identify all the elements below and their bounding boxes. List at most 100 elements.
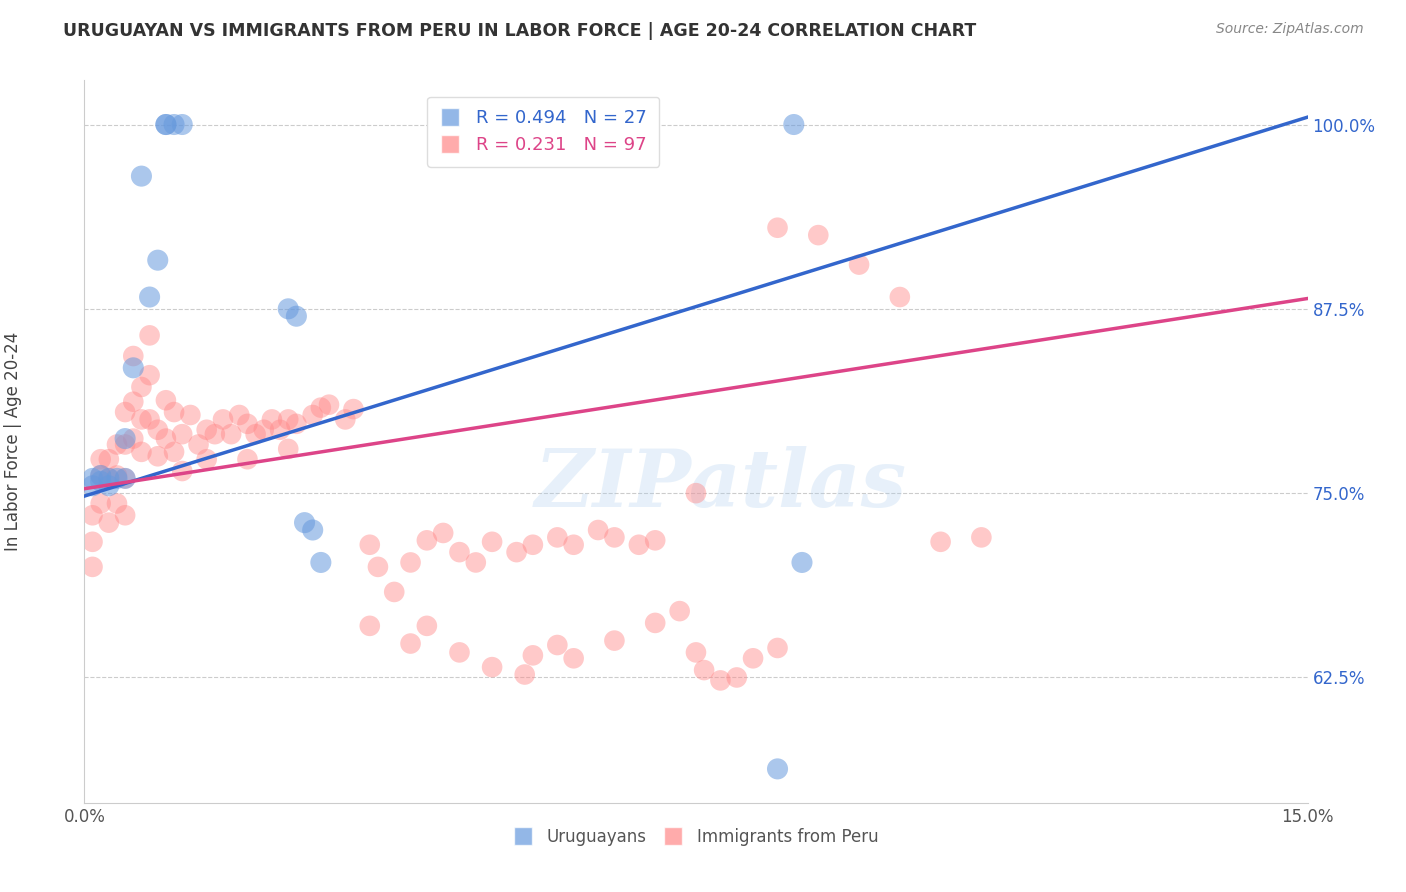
- Point: [122, 360, 145, 375]
- Point: [138, 328, 160, 343]
- Point: [187, 437, 209, 451]
- Text: URUGUAYAN VS IMMIGRANTS FROM PERU IN LABOR FORCE | AGE 20-24 CORRELATION CHART: URUGUAYAN VS IMMIGRANTS FROM PERU IN LAB…: [63, 22, 977, 40]
- Point: [766, 220, 789, 235]
- Point: [131, 380, 153, 394]
- Point: [481, 534, 503, 549]
- Point: [513, 667, 536, 681]
- Point: [253, 423, 276, 437]
- Point: [228, 408, 250, 422]
- Point: [212, 412, 235, 426]
- Point: [359, 538, 381, 552]
- Point: [131, 445, 153, 459]
- Point: [131, 412, 153, 426]
- Point: [522, 118, 544, 132]
- Point: [277, 412, 299, 426]
- Point: [97, 471, 120, 485]
- Point: [195, 452, 218, 467]
- Point: [449, 545, 471, 559]
- Point: [627, 538, 650, 552]
- Point: [90, 475, 112, 489]
- Point: [179, 408, 201, 422]
- Point: [742, 651, 765, 665]
- Point: [668, 604, 690, 618]
- Point: [236, 417, 259, 431]
- Point: [97, 452, 120, 467]
- Point: [342, 402, 364, 417]
- Point: [546, 638, 568, 652]
- Point: [90, 468, 112, 483]
- Point: [82, 560, 104, 574]
- Point: [432, 525, 454, 540]
- Point: [783, 118, 806, 132]
- Point: [399, 556, 422, 570]
- Point: [114, 471, 136, 485]
- Point: [586, 523, 609, 537]
- Point: [505, 118, 527, 132]
- Point: [277, 301, 299, 316]
- Point: [449, 645, 471, 659]
- Point: [644, 533, 666, 548]
- Point: [172, 427, 194, 442]
- Point: [138, 368, 160, 383]
- Point: [464, 556, 486, 570]
- Point: [195, 423, 218, 437]
- Point: [309, 401, 332, 415]
- Point: [693, 663, 716, 677]
- Point: [766, 762, 789, 776]
- Point: [970, 530, 993, 544]
- Point: [172, 118, 194, 132]
- Point: [155, 432, 177, 446]
- Point: [122, 394, 145, 409]
- Point: [603, 530, 626, 544]
- Legend: Uruguayans, Immigrants from Peru: Uruguayans, Immigrants from Peru: [506, 821, 886, 852]
- Point: [603, 633, 626, 648]
- Point: [285, 417, 308, 431]
- Point: [122, 432, 145, 446]
- Point: [790, 556, 813, 570]
- Point: [807, 228, 830, 243]
- Point: [245, 427, 267, 442]
- Point: [146, 253, 169, 268]
- Point: [367, 560, 389, 574]
- Point: [335, 412, 357, 426]
- Point: [359, 619, 381, 633]
- Point: [172, 464, 194, 478]
- Point: [155, 118, 177, 132]
- Point: [848, 258, 870, 272]
- Point: [163, 445, 186, 459]
- Point: [155, 393, 177, 408]
- Point: [399, 636, 422, 650]
- Point: [236, 452, 259, 467]
- Point: [644, 615, 666, 630]
- Point: [114, 437, 136, 451]
- Point: [90, 452, 112, 467]
- Point: [929, 534, 952, 549]
- Text: Source: ZipAtlas.com: Source: ZipAtlas.com: [1216, 22, 1364, 37]
- Point: [97, 471, 120, 485]
- Point: [163, 405, 186, 419]
- Point: [82, 534, 104, 549]
- Point: [114, 471, 136, 485]
- Point: [301, 408, 323, 422]
- Point: [685, 486, 707, 500]
- Point: [131, 169, 153, 183]
- Point: [138, 290, 160, 304]
- Point: [114, 508, 136, 523]
- Point: [505, 545, 527, 559]
- Point: [416, 619, 439, 633]
- Point: [138, 412, 160, 426]
- Point: [155, 118, 177, 132]
- Point: [97, 479, 120, 493]
- Point: [90, 496, 112, 510]
- Point: [889, 290, 911, 304]
- Point: [294, 516, 316, 530]
- Y-axis label: In Labor Force | Age 20-24: In Labor Force | Age 20-24: [4, 332, 22, 551]
- Point: [105, 496, 128, 510]
- Point: [481, 660, 503, 674]
- Point: [122, 349, 145, 363]
- Point: [219, 427, 242, 442]
- Point: [82, 471, 104, 485]
- Point: [309, 556, 332, 570]
- Point: [146, 423, 169, 437]
- Point: [709, 673, 731, 688]
